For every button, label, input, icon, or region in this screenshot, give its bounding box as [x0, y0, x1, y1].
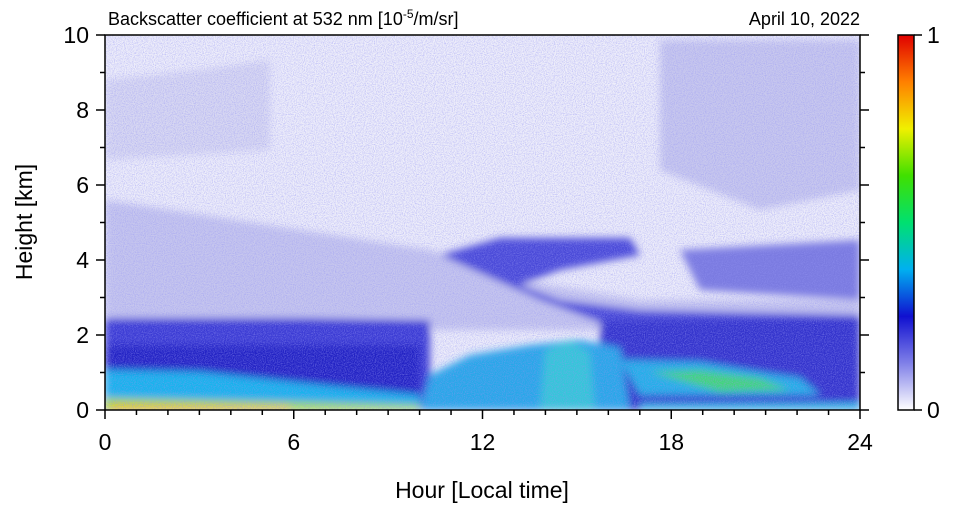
y-axis-label: Height [km] — [11, 164, 37, 280]
y-tick-label: 0 — [76, 397, 89, 423]
y-tick-label: 8 — [76, 97, 89, 123]
title-exponent: -5 — [403, 7, 414, 21]
title-suffix: /m/sr] — [414, 9, 459, 29]
y-tick-label: 6 — [76, 172, 89, 198]
date-label: April 10, 2022 — [749, 9, 860, 29]
title-text: Backscatter coefficient at 532 nm [10 — [108, 9, 403, 29]
colorbar-tick-label: 0 — [927, 397, 940, 423]
x-tick-label: 18 — [658, 429, 684, 455]
chart-title: Backscatter coefficient at 532 nm [10-5/… — [108, 7, 459, 29]
colorbar — [897, 34, 915, 411]
x-tick-label: 6 — [287, 429, 300, 455]
y-tick-label: 10 — [63, 22, 89, 48]
colorbar-tick-label: 1 — [927, 22, 940, 48]
heatmap-image — [105, 35, 860, 410]
x-axis-label: Hour [Local time] — [395, 477, 569, 503]
x-tick-label: 24 — [847, 429, 873, 455]
x-tick-label: 12 — [470, 429, 496, 455]
x-tick-label: 0 — [99, 429, 112, 455]
y-tick-label: 2 — [76, 322, 89, 348]
y-tick-label: 4 — [76, 247, 89, 273]
